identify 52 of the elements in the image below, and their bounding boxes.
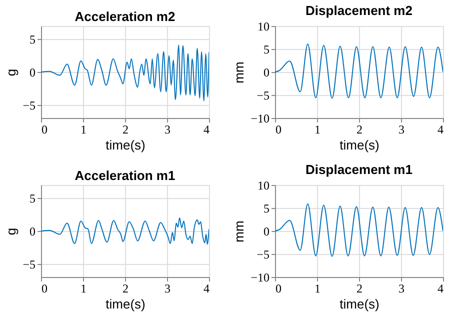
y-tick-label: 5 (30, 192, 36, 206)
y-tick-label: −10 (250, 112, 270, 126)
x-tick-label: 4 (438, 122, 444, 136)
y-tick-label: 0 (264, 224, 270, 238)
x-tick-label: 3 (398, 122, 404, 136)
y-axis-title: g (4, 228, 19, 236)
y-tick-label: −5 (256, 248, 270, 262)
y-tick-label: 0 (30, 224, 36, 238)
y-tick-label: 0 (30, 66, 36, 80)
y-tick-label: −5 (22, 257, 36, 272)
chart-title: Displacement m1 (306, 162, 412, 177)
x-tick-label: 0 (42, 122, 48, 136)
x-tick-label: 4 (204, 282, 210, 296)
y-axis-title: g (4, 68, 19, 76)
x-tick-label: 3 (164, 282, 170, 296)
y-tick-label: 5 (30, 32, 36, 47)
x-tick-label: 2 (122, 282, 128, 296)
line-series (275, 43, 443, 99)
x-axis-title: time(s) (340, 138, 380, 152)
x-tick-label: 2 (356, 122, 362, 136)
chart-title: Displacement m2 (306, 3, 412, 18)
chart-title: Acceleration m2 (74, 9, 176, 24)
x-tick-label: 2 (356, 282, 362, 296)
x-tick-label: 1 (80, 282, 86, 296)
x-tick-label: 3 (164, 122, 170, 136)
y-tick-label: 5 (264, 42, 270, 56)
y-tick-label: 5 (264, 202, 270, 216)
x-tick-label: 1 (80, 122, 86, 136)
y-tick-label: −10 (250, 270, 270, 284)
x-tick-label: 0 (276, 282, 282, 296)
y-tick-label: −5 (22, 98, 36, 112)
y-tick-label: −5 (256, 88, 270, 102)
y-axis-title: mm (232, 62, 247, 84)
chart-title: Acceleration m1 (74, 168, 176, 183)
line-series (41, 44, 209, 102)
x-tick-label: 4 (438, 282, 444, 296)
line-series (275, 203, 443, 257)
x-tick-label: 4 (204, 122, 210, 136)
x-axis-title: time(s) (340, 296, 380, 312)
x-tick-label: 0 (276, 122, 282, 136)
x-tick-label: 3 (398, 282, 404, 296)
y-tick-label: 10 (258, 20, 270, 34)
y-axis-title: mm (232, 220, 247, 242)
x-tick-label: 1 (314, 282, 320, 296)
y-tick-label: 10 (258, 178, 270, 192)
x-axis-title: time(s) (106, 296, 146, 312)
x-tick-label: 0 (42, 282, 48, 296)
x-axis-title: time(s) (106, 138, 146, 152)
y-tick-label: 0 (264, 66, 270, 80)
line-series (41, 217, 209, 245)
x-tick-label: 2 (122, 122, 128, 136)
x-tick-label: 1 (314, 122, 320, 136)
